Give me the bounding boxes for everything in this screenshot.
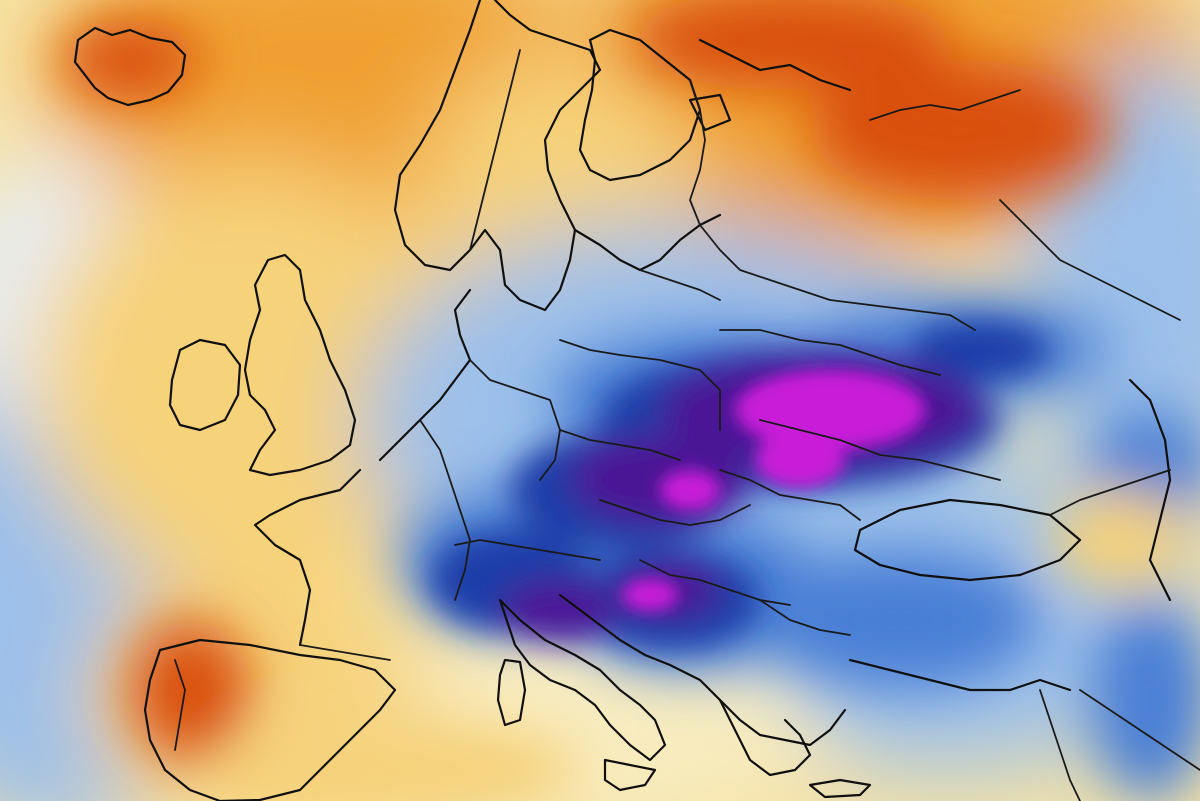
coast-turkey <box>848 658 1072 692</box>
border-belarus <box>719 329 941 376</box>
field-peak-romania <box>755 432 845 488</box>
coast-sardinia <box>496 658 527 727</box>
borders <box>174 49 1200 801</box>
field-peak-hungary <box>660 470 720 510</box>
border-bulgaria <box>759 599 851 636</box>
border-alps <box>454 539 601 561</box>
field-turkey-cold <box>760 550 1040 690</box>
coast-iceland <box>73 26 187 107</box>
field-iceland-hot <box>60 20 200 100</box>
coast-france-bay <box>253 468 362 647</box>
field-southeast-cold <box>1090 600 1200 800</box>
field-peak-balkans <box>622 579 678 611</box>
coast-baltic <box>573 213 722 272</box>
coast-caspian <box>1128 378 1172 602</box>
border-russia-west <box>699 224 976 331</box>
border-sweden-norway <box>469 49 521 251</box>
field-russia-hot <box>810 60 1110 200</box>
coast-white-sea <box>698 38 852 92</box>
border-syria <box>1039 689 1081 801</box>
coast-islands-ne <box>688 93 732 132</box>
field-west-mild <box>30 160 470 600</box>
border-romania <box>719 469 861 521</box>
border-baltics <box>639 269 721 301</box>
field-italy-purple <box>500 580 620 640</box>
coast-finland <box>578 28 702 182</box>
field-iberia-hot <box>130 620 250 760</box>
coast-sicily <box>603 758 657 792</box>
coast-balkans <box>558 593 847 747</box>
coast-crete <box>808 778 872 799</box>
coast-britain <box>243 253 357 477</box>
coast-netherlands <box>378 288 472 462</box>
border-spain-france <box>299 644 391 661</box>
field-north-russia-hot <box>630 0 950 90</box>
border-kazakh <box>999 199 1181 321</box>
coastlines <box>73 0 1172 801</box>
field-caspian-warm <box>1050 490 1190 590</box>
coast-ireland <box>168 338 242 432</box>
field-belarus-deep <box>910 320 1050 380</box>
coast-greece <box>718 698 812 777</box>
coast-black-sea <box>853 498 1082 582</box>
field-hungary-purple <box>570 435 750 525</box>
border-russia-inner <box>869 89 1021 121</box>
border-germany <box>469 359 561 481</box>
border-czech <box>559 429 681 461</box>
field-peak-ukraine <box>735 370 925 450</box>
border-caucasus <box>1049 469 1171 516</box>
border-portugal <box>174 659 186 751</box>
border-hungary <box>599 499 751 526</box>
coast-italy <box>498 598 667 762</box>
border-balkans-inner <box>639 559 791 606</box>
coast-iberia <box>143 638 397 801</box>
border-poland <box>559 339 721 431</box>
border-iran <box>1079 689 1200 771</box>
border-france <box>419 419 471 601</box>
coast-scandinavia <box>393 0 602 312</box>
border-finland-russia <box>689 79 706 226</box>
border-ukraine-south <box>759 419 1001 481</box>
